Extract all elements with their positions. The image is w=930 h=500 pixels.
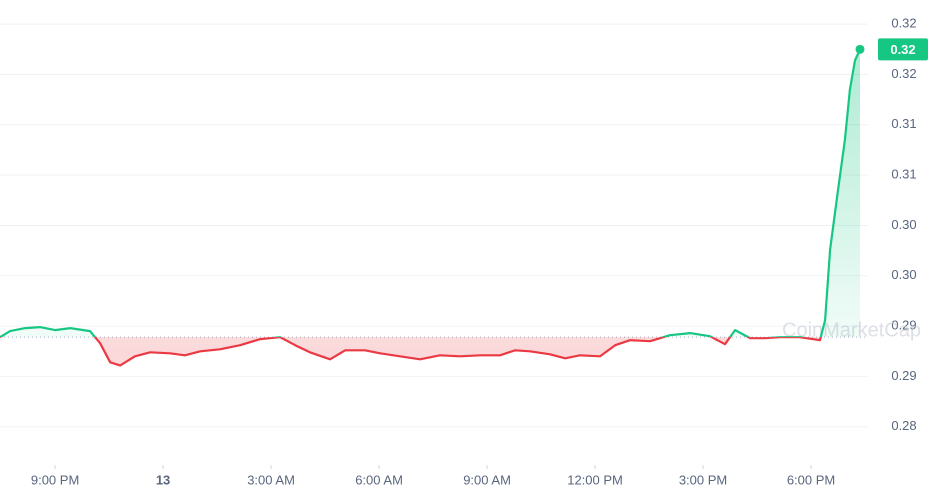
y-tick-label: 0.30 — [891, 217, 916, 232]
y-tick-label: 0.30 — [891, 267, 916, 282]
x-tick-label: 13 — [156, 472, 170, 487]
y-tick-label: 0.31 — [891, 116, 916, 131]
x-tick-label: 9:00 PM — [31, 472, 79, 487]
x-tick-label: 6:00 PM — [787, 472, 835, 487]
area — [0, 337, 821, 366]
x-tick-label: 3:00 AM — [247, 472, 295, 487]
x-tick-label: 6:00 AM — [355, 472, 403, 487]
price-line — [0, 337, 822, 367]
y-tick-label: 0.31 — [891, 167, 916, 182]
x-tick-label: 9:00 AM — [463, 472, 511, 487]
y-tick-label: 0.28 — [891, 418, 916, 433]
area — [0, 49, 860, 338]
x-tick-label: 3:00 PM — [679, 472, 727, 487]
price-tag-label: 0.32 — [890, 42, 915, 57]
x-tick-label: 12:00 PM — [567, 472, 623, 487]
price-tag — [878, 38, 928, 61]
y-tick-label: 0.29 — [891, 318, 916, 333]
y-tick-label: 0.32 — [891, 16, 916, 31]
price-line — [0, 48, 862, 338]
last-point — [855, 44, 865, 54]
y-tick-label: 0.32 — [891, 66, 916, 81]
y-tick-label: 0.29 — [891, 368, 916, 383]
